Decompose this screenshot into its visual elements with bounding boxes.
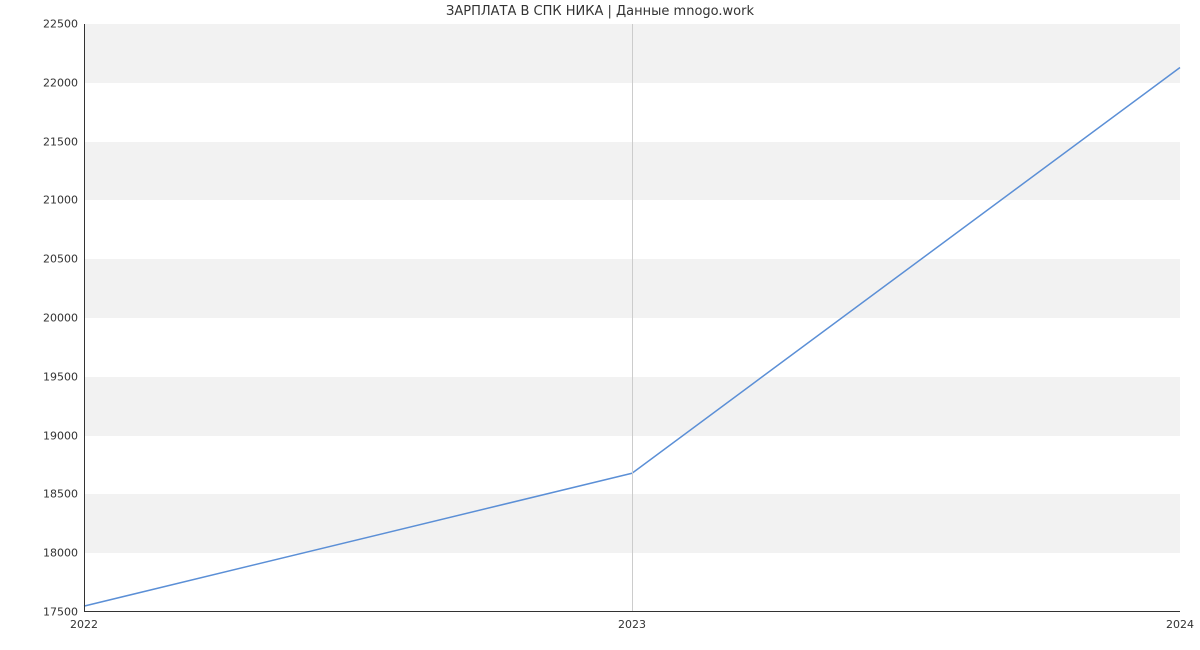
chart-title: ЗАРПЛАТА В СПК НИКА | Данные mnogo.work — [0, 4, 1200, 19]
y-tick-label: 19500 — [43, 370, 78, 383]
x-tick-label: 2023 — [618, 618, 646, 631]
y-tick-label: 20500 — [43, 253, 78, 266]
y-tick-label: 22500 — [43, 18, 78, 31]
x-axis-spine — [84, 611, 1180, 612]
y-axis-spine — [84, 24, 85, 612]
y-tick-label: 21000 — [43, 194, 78, 207]
chart-container: ЗАРПЛАТА В СПК НИКА | Данные mnogo.work … — [0, 0, 1200, 650]
y-tick-label: 22000 — [43, 76, 78, 89]
y-tick-label: 20000 — [43, 312, 78, 325]
x-tick-label: 2022 — [70, 618, 98, 631]
x-gridline — [632, 24, 633, 612]
y-tick-label: 19000 — [43, 429, 78, 442]
x-tick-label: 2024 — [1166, 618, 1194, 631]
y-tick-label: 17500 — [43, 606, 78, 619]
y-tick-label: 18000 — [43, 547, 78, 560]
plot-area: 1750018000185001900019500200002050021000… — [84, 24, 1180, 612]
y-tick-label: 21500 — [43, 135, 78, 148]
y-tick-label: 18500 — [43, 488, 78, 501]
